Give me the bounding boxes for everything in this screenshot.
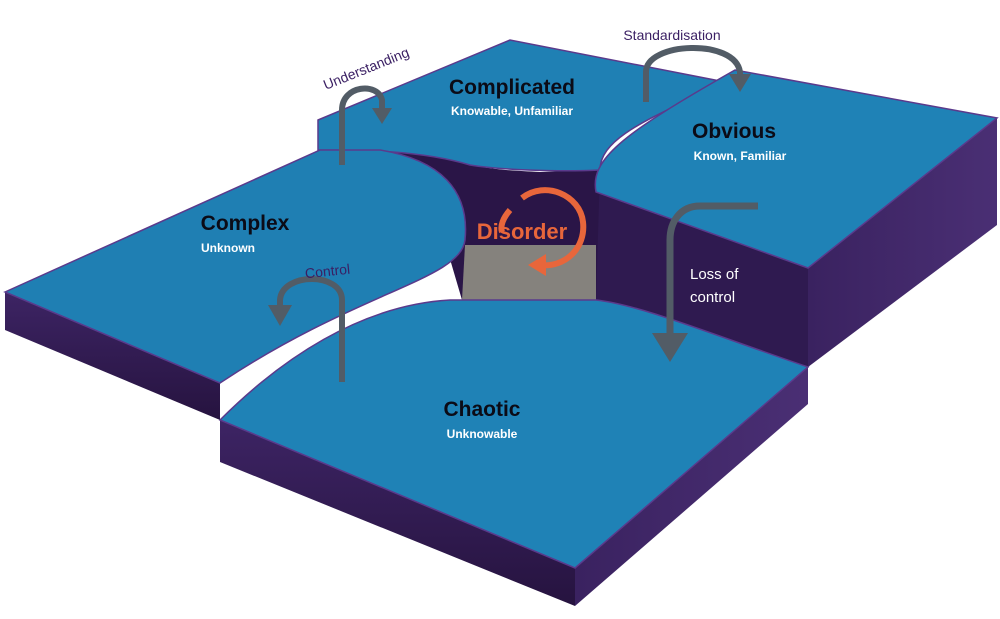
chaotic-subtitle: Unknowable [447,427,518,441]
control-arrowhead [268,305,292,326]
standardisation-label: Standardisation [623,27,720,43]
chaotic-title: Chaotic [443,398,520,421]
obvious-title: Obvious [692,120,776,143]
control-arrow [277,276,345,382]
obvious-surface [594,69,999,269]
obvious-right-face [808,118,997,367]
complex-front-face [5,292,220,420]
standardisation-arrow [643,45,743,102]
control-label: Control [304,261,351,282]
standardisation-arrowhead [729,74,751,92]
complex-subtitle: Unknown [201,241,255,255]
disorder-cycle-arrow [520,187,587,269]
obvious-front-face [596,192,808,367]
understanding-label: Understanding [321,44,411,93]
disorder-cycle-arrow-tail [498,208,513,233]
understanding-arrow [339,85,385,165]
obvious-subtitle: Known, Familiar [694,149,787,163]
loss-of-control-label-line2: control [690,289,735,306]
loss-of-control-arrow [666,202,758,335]
complicated-title: Complicated [449,76,575,99]
loss-of-control-arrowhead [652,333,688,362]
loss-of-control-label-line1: Loss of [690,266,739,283]
chaotic-surface [218,299,810,569]
chaotic-front-face [220,420,575,606]
disorder-label: Disorder [477,219,568,244]
understanding-arrowhead [372,108,392,124]
complicated-subtitle: Knowable, Unfamiliar [451,104,573,118]
complex-title: Complex [201,212,290,235]
chaotic-right-face [575,367,808,606]
complex-surface [3,149,467,384]
disorder-cycle-arrowhead [528,254,546,276]
